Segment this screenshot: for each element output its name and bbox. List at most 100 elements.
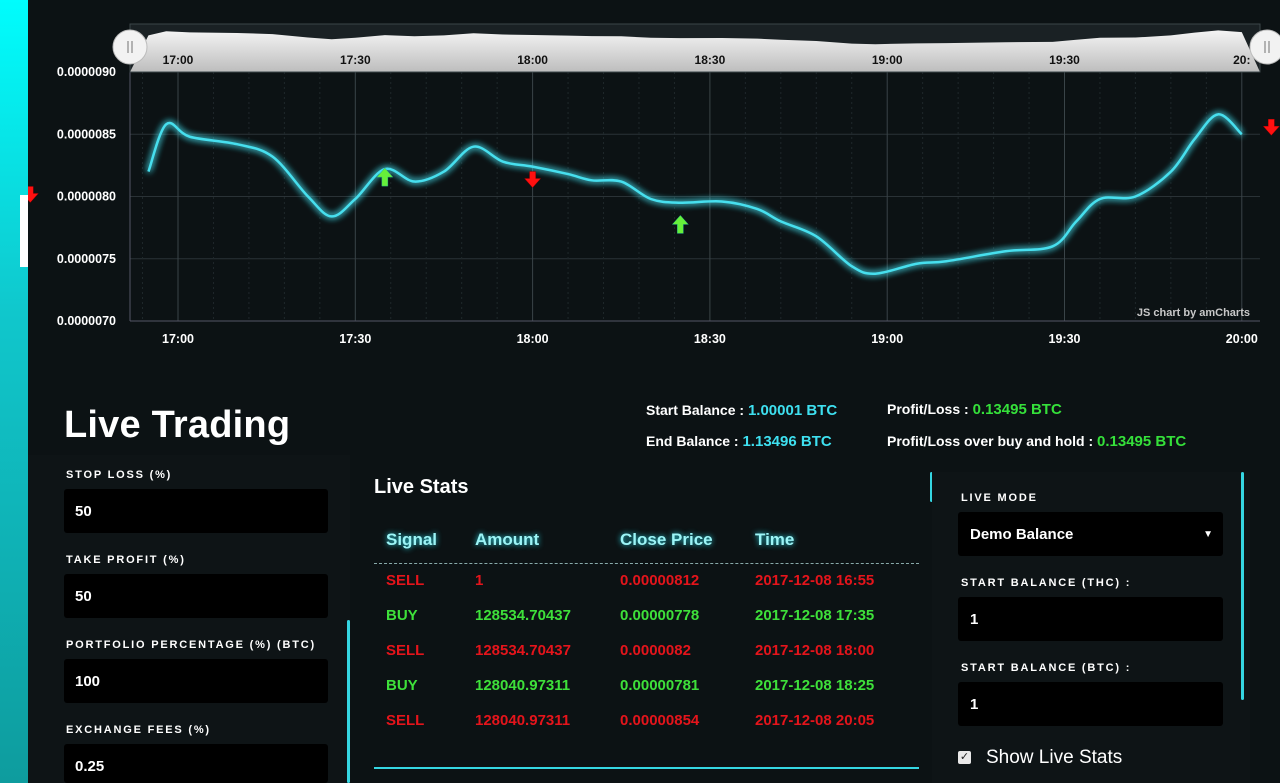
start-balance: Start Balance : 1.00001 BTC [646,402,837,419]
page-title: Live Trading [64,404,291,446]
left-scrollbar[interactable] [347,620,350,783]
table-header-divider [374,563,919,564]
start-balance-thc-input[interactable]: 1 [958,597,1223,641]
navigator-time-label: 17:30 [340,53,371,67]
navigator-time-label: 20: [1233,53,1250,67]
buy-signal-arrow-icon [671,215,689,234]
show-live-stats-label[interactable]: Show Live Stats [986,747,1123,768]
dropdown-arrow-icon: ▼ [1203,529,1213,540]
price-chart[interactable]: 17:00 17:30 18:00 18:30 19:00 19:30 20: 0.0000… [21,0,1280,360]
col-header-close-price: Close Price [620,530,713,549]
cell-signal: BUY [386,607,418,624]
edge-marker [20,195,28,267]
navigator-right-handle[interactable] [1249,29,1280,65]
exchange-fees-input[interactable]: 0.25 [64,744,328,783]
take-profit-input[interactable]: 50 [64,574,328,618]
live-stats-title: Live Stats [374,476,469,498]
y-tick-label: 0.0000080 [57,190,116,204]
navigator-time-label: 17:00 [163,53,194,67]
cell-amount: 1 [475,572,484,589]
profit-loss-buy-hold-value: 0.13495 BTC [1097,433,1187,450]
col-header-signal: Signal [386,530,438,549]
col-header-amount: Amount [475,530,540,549]
y-tick-label: 0.0000085 [57,127,116,141]
y-tick-label: 0.0000090 [57,65,116,79]
cell-time: 2017-12-08 18:00 [755,642,875,659]
start-balance-btc-label: START BALANCE (BTC) : [961,662,1132,674]
profit-loss-buy-hold-label: Profit/Loss over buy and hold : [887,433,1098,449]
end-balance: End Balance : 1.13496 BTC [646,433,832,450]
cell-amount: 128534.70437 [475,607,571,624]
cell-close: 0.0000082 [620,642,691,659]
live-mode-select[interactable]: Demo Balance ▼ [958,512,1223,556]
y-tick-label: 0.0000070 [57,314,116,328]
x-tick-label: 18:30 [694,332,726,346]
buy-arrow-shape [376,167,394,187]
cell-close: 0.00000812 [620,572,700,589]
profit-loss: Profit/Loss : 0.13495 BTC [887,401,1062,418]
cell-signal: SELL [386,572,425,589]
right-scrollbar[interactable] [1241,472,1244,700]
price-chart-svg[interactable]: 17:00 17:30 18:00 18:30 19:00 19:30 20: 0.0000… [21,0,1280,360]
end-balance-value: 1.13496 BTC [742,433,832,450]
profit-loss-buy-hold: Profit/Loss over buy and hold : 0.13495 … [887,433,1186,450]
start-balance-value: 1.00001 BTC [747,402,838,419]
show-live-stats-checkbox[interactable]: ✓ [958,751,971,764]
cell-close: 0.00000778 [620,607,700,624]
x-tick-label: 19:30 [1049,332,1081,346]
cell-time: 2017-12-08 18:25 [755,677,875,694]
stop-loss-label: STOP LOSS (%) [66,469,173,481]
end-balance-label: End Balance : [646,433,743,449]
x-tick-label: 17:00 [162,332,194,346]
cell-amount: 128534.70437 [475,642,571,659]
cell-amount: 128040.97311 [475,712,571,729]
cell-amount: 128040.97311 [475,677,571,694]
cell-signal: SELL [386,642,425,659]
buy-arrow-shape [671,215,689,234]
live-mode-label: LIVE MODE [961,492,1038,504]
navigator-time-label: 18:00 [517,53,548,67]
handle-circle [112,29,148,65]
col-header-time: Time [755,530,795,549]
start-balance-thc-label: START BALANCE (THC) : [961,577,1132,589]
x-tick-label: 17:30 [339,332,371,346]
x-tick-label: 19:00 [871,332,903,346]
stats-scrollbar[interactable] [930,472,933,502]
live-mode-selected-value: Demo Balance [970,526,1074,543]
cell-signal: SELL [386,712,425,729]
stop-loss-input[interactable]: 50 [64,489,328,533]
navigator-series-area [130,30,1260,72]
cell-close: 0.00000854 [620,712,700,729]
sell-arrow-shape [21,186,39,203]
table-bottom-line [374,767,919,769]
cell-signal: BUY [386,677,418,694]
navigator-time-label: 19:00 [872,53,903,67]
start-balance-label: Start Balance : [646,402,748,418]
profit-loss-label: Profit/Loss : [887,401,973,417]
portfolio-percentage-input[interactable]: 100 [64,659,328,703]
left-edge-bar [0,0,28,783]
exchange-fees-label: EXCHANGE FEES (%) [66,724,211,736]
navigator-time-label: 19:30 [1049,53,1080,67]
y-tick-label: 0.0000075 [57,252,116,266]
cell-time: 2017-12-08 17:35 [755,607,875,624]
buy-signal-arrow-icon [376,167,394,187]
sell-signal-arrow-icon [21,186,39,203]
cell-time: 2017-12-08 16:55 [755,572,875,589]
price-series-line [147,113,1243,275]
portfolio-percentage-label: PORTFOLIO PERCENTAGE (%) (BTC) [66,639,316,651]
start-balance-btc-input[interactable]: 1 [958,682,1223,726]
sell-arrow-shape [524,171,542,188]
x-tick-label: 18:00 [517,332,549,346]
navigator-time-label: 18:30 [695,53,726,67]
sell-signal-arrow-icon [524,171,542,188]
take-profit-label: TAKE PROFIT (%) [66,554,186,566]
chart-credit[interactable]: JS chart by amCharts [1137,307,1250,319]
x-tick-label: 20:00 [1226,332,1258,346]
profit-loss-value: 0.13495 BTC [972,401,1062,418]
cell-time: 2017-12-08 20:05 [755,712,875,729]
sell-arrow-shape [1262,119,1280,136]
sell-signal-arrow-icon [1262,119,1280,136]
navigator-left-handle[interactable] [112,29,148,65]
cell-close: 0.00000781 [620,677,700,694]
